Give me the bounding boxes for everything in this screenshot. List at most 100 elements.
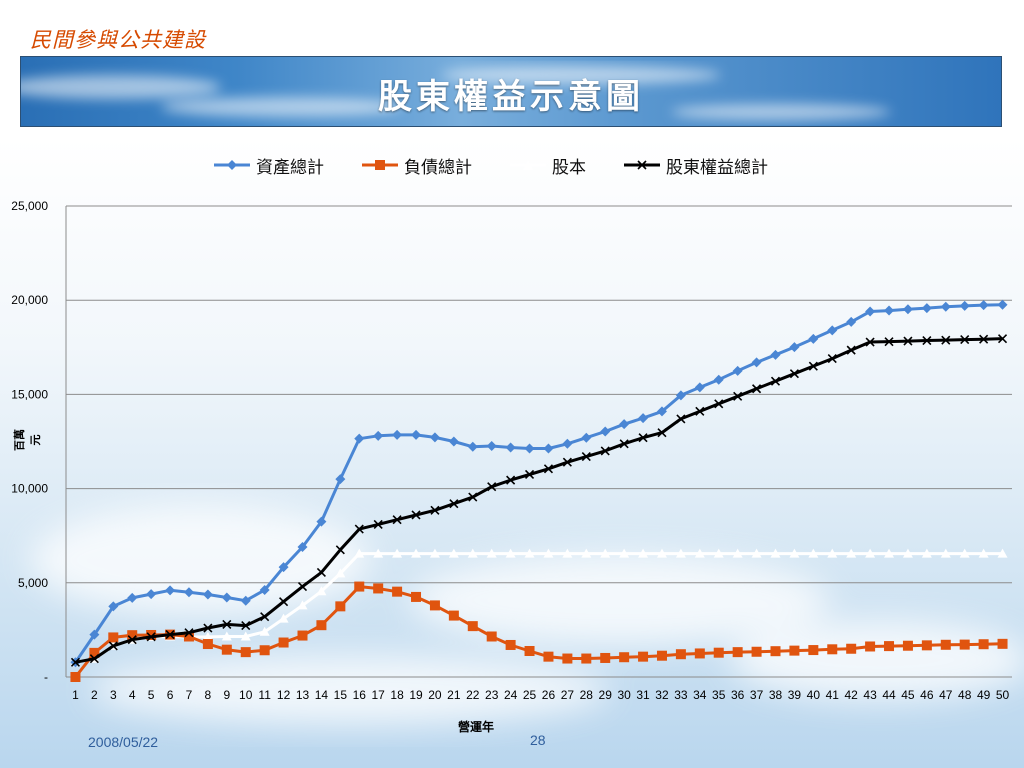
data-point-liabilities — [789, 645, 800, 656]
data-point-assets — [581, 432, 592, 443]
data-point-assets — [183, 587, 194, 598]
x-tick-label: 16 — [353, 688, 367, 702]
legend-item-equity: 股東權益總計 — [624, 153, 768, 178]
data-point-liabilities — [562, 653, 573, 664]
data-point-liabilities — [240, 647, 251, 658]
data-point-liabilities — [316, 620, 327, 631]
data-point-liabilities — [89, 647, 100, 658]
x-tick-label: 49 — [977, 688, 991, 702]
series-line-3 — [75, 552, 1003, 664]
data-point-liabilities — [543, 651, 554, 662]
data-point-assets — [808, 333, 819, 344]
data-point-liabilities — [846, 643, 857, 654]
series-line-1 — [74, 303, 1003, 664]
data-point-assets — [770, 349, 781, 360]
data-point-equity — [392, 515, 402, 525]
x-tick-label: 22 — [466, 688, 480, 702]
data-point-capital — [316, 586, 327, 596]
data-point-capital — [827, 548, 838, 558]
data-point-equity — [770, 376, 781, 386]
data-point-assets — [562, 438, 573, 449]
data-point-liabilities — [902, 640, 913, 651]
x-tick-label: 38 — [769, 688, 783, 702]
data-point-capital — [335, 568, 346, 578]
data-point-equity — [960, 335, 970, 345]
y-tick-label: 20,000 — [11, 293, 48, 307]
data-point-liabilities — [146, 629, 157, 640]
data-point-capital — [505, 548, 516, 558]
x-tick-label: 28 — [580, 688, 594, 702]
data-point-capital — [562, 548, 573, 558]
data-point-equity — [941, 335, 951, 345]
data-point-liabilities — [940, 639, 951, 650]
data-point-capital — [884, 548, 895, 558]
x-tick-label: 14 — [315, 688, 329, 702]
data-point-liabilities — [600, 652, 611, 663]
x-tick-label: 27 — [561, 688, 575, 702]
data-point-assets — [713, 374, 724, 385]
data-point-equity — [279, 597, 289, 607]
data-point-assets — [316, 516, 327, 527]
x-tick-label: 43 — [863, 688, 877, 702]
data-point-capital — [789, 548, 800, 558]
data-point-liabilities — [467, 621, 478, 632]
data-point-liabilities — [638, 651, 649, 662]
x-tick-label: 46 — [920, 688, 934, 702]
data-point-assets — [335, 474, 346, 485]
data-point-assets — [959, 300, 970, 311]
data-point-assets — [467, 441, 478, 452]
x-tick-label: 4 — [129, 688, 136, 702]
data-point-equity — [297, 582, 308, 592]
data-point-equity — [524, 469, 535, 480]
data-point-capital — [581, 548, 592, 558]
data-point-assets — [297, 542, 308, 553]
x-tick-label: 26 — [542, 688, 556, 702]
data-point-equity — [827, 354, 837, 364]
chart-legend: 資產總計 負債總計 股本 股東權益總計 — [214, 153, 806, 178]
data-point-capital — [524, 548, 535, 558]
data-point-equity — [619, 439, 629, 449]
data-point-capital — [297, 600, 308, 610]
data-point-equity — [846, 345, 856, 355]
data-point-assets — [675, 390, 686, 401]
data-point-equity — [733, 391, 743, 401]
data-point-liabilities — [524, 646, 535, 657]
data-point-capital — [921, 548, 932, 558]
data-point-capital — [732, 548, 743, 558]
data-point-equity — [487, 482, 497, 492]
data-point-assets — [978, 300, 989, 311]
data-point-capital — [202, 631, 213, 641]
data-point-liabilities — [884, 641, 895, 652]
x-tick-label: 50 — [996, 688, 1010, 702]
data-point-assets — [600, 426, 611, 437]
x-tick-label: 9 — [223, 688, 230, 702]
data-point-equity — [506, 475, 516, 485]
x-tick-label: 47 — [939, 688, 953, 702]
series-line-2 — [74, 585, 1003, 678]
x-tick-label: 7 — [186, 688, 193, 702]
footer-date: 2008/05/22 — [88, 734, 159, 750]
data-point-assets — [751, 357, 762, 368]
data-point-equity — [316, 567, 326, 578]
x-tick-label: 25 — [523, 688, 537, 702]
data-point-equity — [600, 446, 610, 456]
data-point-capital — [486, 548, 497, 558]
data-point-equity — [581, 452, 591, 462]
data-point-assets — [505, 442, 516, 453]
data-point-assets — [921, 303, 932, 314]
data-point-liabilities — [808, 645, 819, 656]
x-tick-label: 34 — [693, 688, 707, 702]
data-point-capital — [713, 548, 724, 558]
data-point-equity — [638, 433, 648, 443]
legend-label-assets: 資產總計 — [256, 157, 324, 178]
x-tick-label: 35 — [712, 688, 726, 702]
data-point-assets — [259, 584, 270, 595]
banner-cloud-decoration — [21, 66, 891, 120]
data-point-assets — [240, 595, 251, 606]
data-point-equity — [241, 621, 251, 631]
x-tick-label: 23 — [485, 688, 499, 702]
data-point-liabilities — [108, 632, 119, 643]
x-tick-label: 5 — [148, 688, 155, 702]
data-point-capital — [978, 548, 989, 558]
